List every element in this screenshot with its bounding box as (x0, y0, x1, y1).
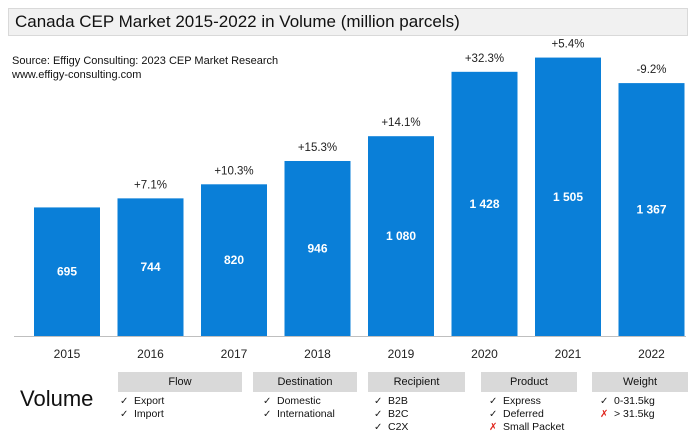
value-label: 695 (57, 265, 77, 279)
value-label: 820 (224, 253, 244, 267)
growth-label: +10.3% (214, 165, 253, 177)
category-item-label: Express (503, 395, 541, 407)
check-icon: ✓ (120, 409, 129, 420)
bar-2015 (34, 207, 100, 336)
bar-2019 (368, 136, 434, 336)
category-item-label: Export (134, 395, 165, 407)
value-label: 1 505 (553, 190, 583, 204)
category-item: ✓ C2X (374, 421, 465, 434)
cross-icon: ✗ (600, 409, 609, 420)
category-item: ✓ Import (120, 408, 242, 421)
bar-2017 (201, 184, 267, 336)
growth-label: +5.4% (552, 39, 585, 51)
category-item-label: Small Packet (503, 421, 565, 433)
check-icon: ✓ (374, 422, 383, 433)
bar-2020 (451, 71, 518, 336)
value-label: 1 367 (636, 203, 666, 217)
category-item-label: B2C (388, 408, 409, 420)
category-item: ✓ B2C (374, 408, 465, 421)
check-icon: ✓ (600, 396, 609, 407)
category-item: ✓ B2B (374, 395, 465, 408)
value-label: 744 (140, 260, 160, 274)
check-icon: ✓ (374, 409, 383, 420)
check-icon: ✓ (489, 396, 498, 407)
growth-label: +7.1% (134, 179, 167, 191)
value-label: 946 (307, 241, 327, 255)
category-item: ✓ Domestic (263, 395, 357, 408)
bar-2016 (117, 198, 184, 336)
source-block: Source: Effigy Consulting: 2023 CEP Mark… (12, 54, 278, 82)
category-product: Product ✓ Express ✓ Deferred ✗ Small Packet (481, 372, 577, 434)
category-item-label: Deferred (503, 408, 544, 420)
value-label: 1 080 (386, 229, 416, 243)
x-tick-label: 2019 (388, 347, 415, 361)
bar-2021 (535, 57, 601, 336)
category-header: Flow (118, 372, 242, 392)
category-item: ✗ > 31.5kg (600, 408, 688, 421)
source-text: Source: Effigy Consulting: 2023 CEP Mark… (12, 55, 279, 67)
category-item-label: > 31.5kg (614, 408, 655, 420)
x-tick-label: 2017 (221, 347, 248, 361)
category-item-label: B2B (388, 395, 408, 407)
website-text: www.effigy-consulting.com (12, 69, 142, 81)
category-item: ✓ 0-31.5kg (600, 395, 688, 408)
category-item: ✓ Deferred (489, 408, 577, 421)
category-item: ✓ International (263, 408, 357, 421)
bar-2018 (284, 160, 351, 336)
chart-title: Canada CEP Market 2015-2022 in Volume (m… (8, 8, 688, 36)
category-item: ✓ Export (120, 395, 242, 408)
bar-2022 (618, 83, 685, 336)
category-header: Recipient (368, 372, 465, 392)
x-tick-label: 2022 (638, 347, 665, 361)
category-header: Destination (253, 372, 357, 392)
check-icon: ✓ (374, 396, 383, 407)
x-tick-label: 2020 (471, 347, 498, 361)
value-label: 1 428 (469, 197, 499, 211)
check-icon: ✓ (120, 396, 129, 407)
x-tick-label: 2018 (304, 347, 331, 361)
growth-label: +14.1% (381, 117, 420, 129)
growth-label: +32.3% (465, 53, 504, 65)
category-item-label: Domestic (277, 395, 321, 407)
category-destination: Destination ✓ Domestic ✓ International (253, 372, 357, 421)
x-tick-label: 2015 (54, 347, 81, 361)
x-tick-label: 2021 (555, 347, 582, 361)
check-icon: ✓ (263, 409, 272, 420)
volume-label: Volume (20, 386, 94, 411)
growth-label: -9.2% (636, 64, 666, 76)
cross-icon: ✗ (489, 422, 498, 433)
category-weight: Weight ✓ 0-31.5kg ✗ > 31.5kg (592, 372, 688, 421)
category-item-label: 0-31.5kg (614, 395, 655, 407)
category-header: Product (481, 372, 577, 392)
category-flow: Flow ✓ Export ✓ Import (118, 372, 242, 421)
x-tick-label: 2016 (137, 347, 164, 361)
check-icon: ✓ (489, 409, 498, 420)
category-header: Weight (592, 372, 688, 392)
category-recipient: Recipient ✓ B2B ✓ B2C ✓ C2X (368, 372, 465, 434)
category-item: ✓ Express (489, 395, 577, 408)
bar-chart: 695 2015 744 +7.1% 2016 820 +10.3% 2017 946 +15.3… (14, 39, 686, 361)
check-icon: ✓ (263, 396, 272, 407)
category-item-label: Import (134, 408, 164, 420)
growth-label: +15.3% (298, 142, 337, 154)
category-item: ✗ Small Packet (489, 421, 577, 434)
category-item-label: International (277, 408, 335, 420)
category-item-label: C2X (388, 421, 409, 433)
